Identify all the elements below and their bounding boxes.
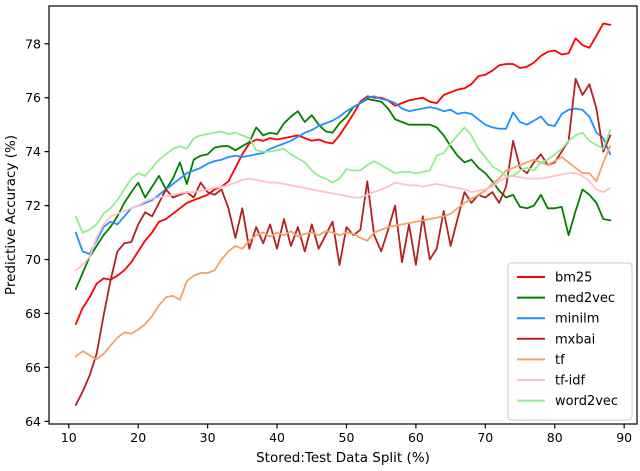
series-line-word2vec <box>74 126 612 234</box>
x-axis-title: Stored:Test Data Split (%) <box>256 450 430 466</box>
y-tick-label: 76 <box>25 90 41 105</box>
legend-label-tf-idf: tf-idf <box>555 374 586 389</box>
legend-label-tf: tf <box>555 353 565 368</box>
y-tick-label: 70 <box>25 252 41 267</box>
y-tick-label: 78 <box>25 36 41 51</box>
legend-label-med2vec: med2vec <box>555 291 615 306</box>
x-tick-label: 70 <box>477 430 493 445</box>
series-line-bm25 <box>74 22 612 326</box>
y-tick-label: 72 <box>25 198 41 213</box>
x-tick-label: 30 <box>200 430 216 445</box>
y-tick-label: 64 <box>25 414 41 429</box>
x-tick-label: 90 <box>616 430 632 445</box>
legend-label-mxbai: mxbai <box>555 332 595 347</box>
legend-label-minilm: minilm <box>555 312 599 327</box>
series-line-mxbai <box>74 77 612 407</box>
x-tick-label: 80 <box>547 430 563 445</box>
x-tick-label: 60 <box>408 430 424 445</box>
legend-label-word2vec: word2vec <box>555 394 618 409</box>
legend-label-bm25: bm25 <box>555 271 592 286</box>
y-axis-title: Predictive Accuracy (%) <box>3 135 19 295</box>
x-tick-label: 50 <box>339 430 355 445</box>
y-tick-label: 66 <box>25 360 41 375</box>
x-tick-label: 40 <box>269 430 285 445</box>
y-tick-label: 68 <box>25 306 41 321</box>
series-line-tf <box>74 145 612 361</box>
series-line-med2vec <box>74 98 612 291</box>
x-tick-label: 10 <box>61 430 77 445</box>
series-line-tf-idf <box>74 172 612 272</box>
y-tick-label: 74 <box>25 144 41 159</box>
x-tick-label: 20 <box>130 430 146 445</box>
